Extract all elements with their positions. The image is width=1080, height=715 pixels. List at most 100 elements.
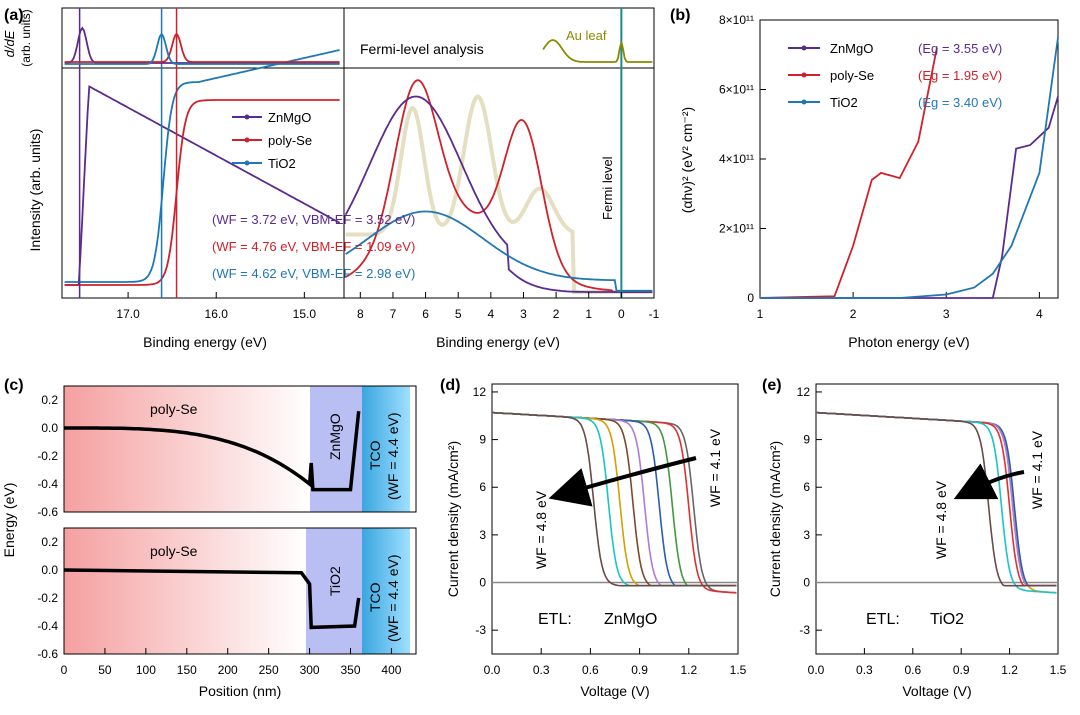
e-curves-ytick-label: -3 <box>799 623 810 637</box>
b-eg-polyse: (Eg = 1.95 eV) <box>918 68 1002 83</box>
c-bottom-ytick-label: 0.2 <box>41 535 58 549</box>
a-right-tick-label: 8 <box>357 307 364 321</box>
b-legend-tio2: TiO2 <box>830 95 858 110</box>
c-xtick-label: 300 <box>300 663 320 677</box>
d-curves-xtick-label: 0.9 <box>631 663 648 677</box>
a-top-polyse-deriv <box>64 33 340 63</box>
b-ticks: 0 2×10¹¹ 4×10¹¹ 6×10¹¹ 8×10¹¹ 1 2 3 4 <box>719 13 1043 321</box>
a-right-tick-label: 2 <box>553 307 560 321</box>
a-legend-polyse: poly-Se <box>268 133 312 148</box>
c-bottom-ytick-label: 0.0 <box>41 563 58 577</box>
b-xlabel: Photon energy (eV) <box>848 334 969 350</box>
e-ticks: 12 9 6 3 0 -3 0.0 0.3 0.6 0.9 1.2 1.5 <box>797 385 1067 677</box>
a-top-ylabel-2: (arb. units) <box>19 9 33 66</box>
e-curves-xtick-label: 1.5 <box>1050 663 1067 677</box>
e-curves-xtick-label: 0.6 <box>904 663 921 677</box>
e-curves-xtick-label: 0.9 <box>953 663 970 677</box>
a-right-tick-label: 6 <box>422 307 429 321</box>
c-xtick-label: 400 <box>381 663 401 677</box>
panel-a: (a) d/dE (arb. units) Intensity (arb. un… <box>2 7 660 350</box>
c-xtick-label: 250 <box>259 663 279 677</box>
d-curves-xtick-label: 0.0 <box>484 663 501 677</box>
a-left-tio2-curve <box>64 49 340 283</box>
e-curves <box>815 411 1058 594</box>
c-top-tco-wf: (WF = 4.4 eV) <box>385 412 401 500</box>
c-xtick-label: 200 <box>218 663 238 677</box>
panel-b: (b) (αhν)² (eV² cm⁻²) Photon energy (eV)… <box>670 7 1059 350</box>
c-xtick-label: 350 <box>340 663 360 677</box>
b-ytick-label: 8×10¹¹ <box>719 13 754 27</box>
e-wf-low: WF = 4.1 eV <box>1029 430 1045 509</box>
a-right-znmgo-curve <box>344 95 653 293</box>
e-curves-jv-curve-6 <box>815 411 1057 587</box>
b-xtick-label: 2 <box>850 307 857 321</box>
c-bottom-etl-label: TiO2 <box>327 566 343 596</box>
d-curves <box>491 411 738 594</box>
b-ytick-label: 2×10¹¹ <box>719 222 754 236</box>
e-frame <box>815 383 1059 655</box>
e-curves-xtick-label: 0.0 <box>808 663 825 677</box>
c-bottom-tco-label: TCO <box>367 582 383 612</box>
a-fermi-title: Fermi-level analysis <box>360 41 484 57</box>
c-bottom-ytick-label: -0.6 <box>37 647 58 661</box>
b-ytick-label: 6×10¹¹ <box>719 83 754 97</box>
a-xlabel-left: Binding energy (eV) <box>143 334 267 350</box>
a-main-left-frame <box>61 67 345 299</box>
d-curves-ytick-label: -3 <box>475 623 486 637</box>
d-curves-xtick-label: 0.6 <box>582 663 599 677</box>
c-top-band-curve <box>64 411 361 492</box>
e-curves-xtick-label: 0.3 <box>856 663 873 677</box>
d-wf-high: WF = 4.8 eV <box>533 490 549 569</box>
b-ytick-label: 0 <box>747 291 754 305</box>
c-top-tco-label: TCO <box>367 440 383 470</box>
b-legend: ZnMgO poly-Se TiO2 (Eg = 3.55 eV) (Eg = … <box>788 41 1002 110</box>
d-ticks: 12 9 6 3 0 -3 0.0 0.3 0.6 0.9 1.2 1.5 <box>473 385 747 677</box>
a-right-tick-label: 3 <box>520 307 527 321</box>
c-ticks: 0.20.20.00.0-0.2-0.2-0.4-0.4-0.6-0.60 50 1… <box>37 393 401 677</box>
c-xtick-label: 0 <box>61 663 68 677</box>
a-ylabel: Intensity (arb. units) <box>27 129 43 252</box>
c-top-etl-label: ZnMgO <box>327 413 343 460</box>
d-curves-ytick-label: 12 <box>473 385 487 399</box>
panel-d-label: (d) <box>440 377 460 394</box>
a-legend-marker-znmgo <box>244 114 250 120</box>
c-bottom-ytick-label: -0.2 <box>37 591 58 605</box>
b-ylabel: (αhν)² (eV² cm⁻²) <box>679 107 695 213</box>
c-bottom-absorber-region <box>64 528 306 654</box>
c-bottom-ytick-label: -0.4 <box>37 619 58 633</box>
a-left-znmgo-curve <box>64 85 341 286</box>
c-top-ytick-label: -0.2 <box>37 449 58 463</box>
a-right-tick-label: 1 <box>585 307 592 321</box>
d-curves-jv-curve-8 <box>491 411 737 587</box>
b-legend-marker-polyse <box>801 72 807 78</box>
panel-d: (d) Current density (mA/cm²) Voltage (V)… <box>440 377 747 699</box>
a-legend-marker-polyse <box>244 137 250 143</box>
panel-c: (c) poly-Se ZnMgO TCO (WF = 4.4 eV) poly… <box>1 377 417 699</box>
d-curves-xtick-label: 1.2 <box>680 663 697 677</box>
d-curves-jv-curve-1 <box>491 411 737 594</box>
b-curves <box>759 37 1059 299</box>
e-curves-xtick-label: 1.2 <box>1001 663 1018 677</box>
b-xtick-label: 3 <box>943 307 950 321</box>
c-top-ytick-label: 0.0 <box>41 421 58 435</box>
c-xtick-label: 100 <box>136 663 156 677</box>
panel-a-label: (a) <box>4 7 24 24</box>
d-curves-ytick-label: 9 <box>479 433 486 447</box>
e-xlabel: Voltage (V) <box>902 683 971 699</box>
a-xlabel-right: Binding energy (eV) <box>436 334 560 350</box>
panel-e-label: (e) <box>762 377 782 394</box>
a-legend-znmgo: ZnMgO <box>268 110 311 125</box>
a-left-polyse-curve <box>64 99 340 286</box>
a-top-tio2-deriv <box>64 32 340 65</box>
c-ylabel: Energy (eV) <box>1 483 17 558</box>
a-curves <box>64 8 653 298</box>
a-right-tick-label: 0 <box>618 307 625 321</box>
b-legend-znmgo: ZnMgO <box>830 41 873 56</box>
e-ylabel: Current density (mA/cm²) <box>767 441 783 597</box>
a-top-ylabel-1: d/dE <box>2 30 17 57</box>
a-top-au-curve <box>542 39 653 63</box>
b-legend-polyse: poly-Se <box>830 68 874 83</box>
e-curves-ytick-label: 3 <box>803 528 810 542</box>
a-right-tio2-curve <box>345 210 653 292</box>
